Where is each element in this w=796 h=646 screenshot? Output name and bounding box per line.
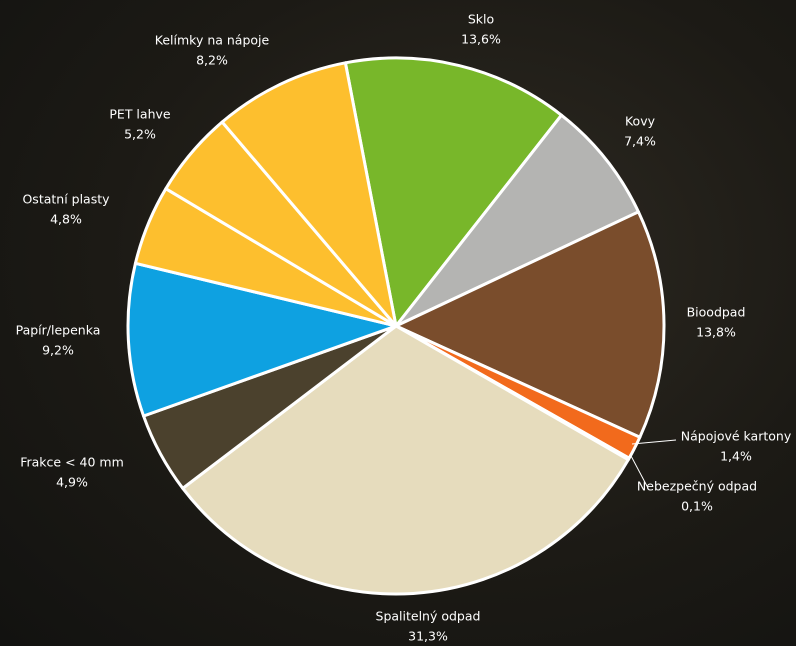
leader-line <box>629 453 649 489</box>
pie-slice <box>343 56 563 328</box>
pie-slice <box>394 113 640 328</box>
slice-label: Frakce < 40 mm <box>20 455 124 470</box>
slice-value: 8,2% <box>196 53 228 68</box>
pie-slice <box>126 261 398 418</box>
pie <box>126 56 666 596</box>
slice-value: 0,1% <box>681 499 713 514</box>
pie-slice <box>394 210 666 439</box>
slice-value: 31,3% <box>408 629 448 644</box>
slice-label: Bioodpad <box>687 305 746 320</box>
slice-label: Papír/lepenka <box>16 323 101 338</box>
slice-label: Spalitelný odpad <box>376 609 481 624</box>
slice-value: 7,4% <box>624 134 656 149</box>
slice-value: 13,6% <box>461 32 501 47</box>
slice-label: PET lahve <box>109 107 170 122</box>
slice-label: Nápojové kartony <box>681 429 792 444</box>
slice-label: Sklo <box>468 12 494 27</box>
slice-label: Kovy <box>625 114 656 129</box>
slice-label: Ostatní plasty <box>22 192 110 207</box>
slice-label: Nebezpečný odpad <box>637 479 757 494</box>
pie-slice <box>220 61 398 328</box>
slice-value: 4,9% <box>56 475 88 490</box>
slice-value: 1,4% <box>720 449 752 464</box>
leader-line <box>631 439 677 445</box>
slice-label: Kelímky na nápoje <box>155 33 270 48</box>
labels: Sklo 13,6% Kovy 7,4% Bioodpad 13,8% Nápojové k… <box>16 12 792 644</box>
slice-value: 13,8% <box>696 325 736 340</box>
slice-value: 9,2% <box>42 343 74 358</box>
slice-value: 5,2% <box>124 127 156 142</box>
pie-slice <box>181 324 630 596</box>
slice-value: 4,8% <box>50 212 82 227</box>
